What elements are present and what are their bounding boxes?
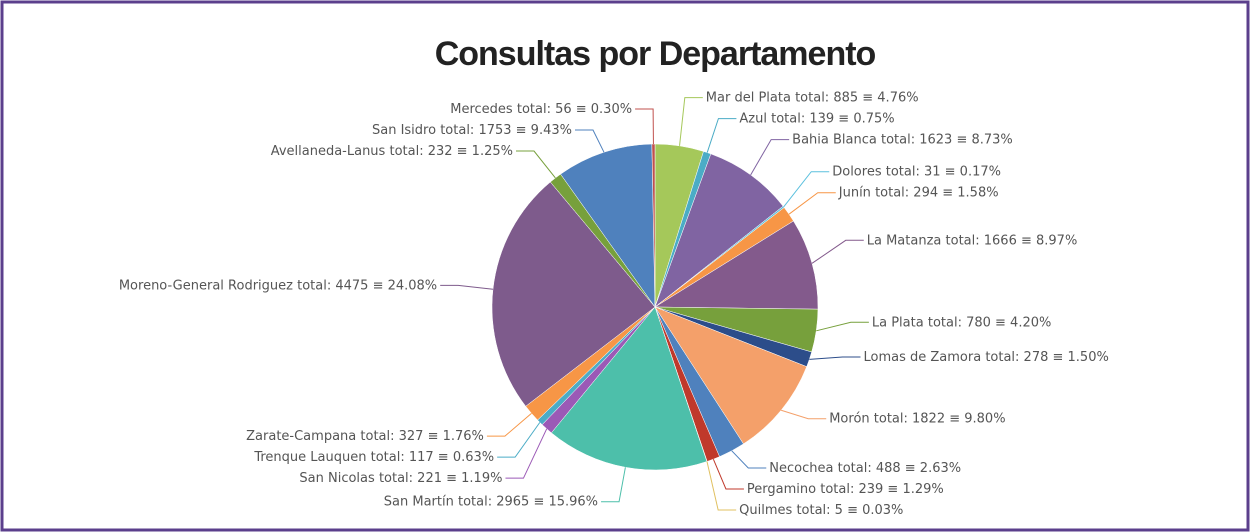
label-value: total: 1666 ≡ 8.97%: [946, 233, 1078, 248]
data-label: Quilmes total: 5 ≡ 0.03%: [739, 503, 903, 518]
leader-line: [515, 150, 556, 179]
data-label: Dolores total: 31 ≡ 0.17%: [832, 164, 1001, 179]
label-category: Quilmes: [739, 503, 792, 518]
label-category: Avellaneda-Lanus: [271, 144, 386, 159]
leader-line: [486, 412, 532, 437]
data-label: Necochea total: 488 ≡ 2.63%: [769, 461, 961, 476]
label-category: Mar del Plata: [706, 90, 791, 105]
label-value: total: 221 ≡ 1.19%: [379, 471, 503, 486]
leader-line: [750, 139, 790, 176]
label-value: total: 232 ≡ 1.25%: [389, 144, 513, 159]
label-value: total: 139 ≡ 0.75%: [771, 111, 895, 126]
data-label: Trenque Lauquen total: 117 ≡ 0.63%: [253, 450, 494, 465]
label-value: total: 885 ≡ 4.76%: [795, 90, 919, 105]
pie-slice: [654, 153, 784, 308]
label-category: Lomas de Zamora: [863, 349, 981, 364]
label-category: Trenque Lauquen: [253, 450, 366, 465]
chart-title: Consultas por Departamento: [435, 35, 876, 73]
leader-line: [731, 450, 767, 469]
label-category: La Matanza: [867, 233, 942, 248]
label-category: Bahia Blanca: [792, 132, 877, 147]
label-value: total: 4475 ≡ 24.08%: [297, 278, 437, 293]
label-category: San Isidro: [372, 123, 436, 138]
label-category: Junín: [838, 185, 871, 200]
pie-slice: [651, 143, 656, 308]
data-label: Mercedes total: 56 ≡ 0.30%: [450, 102, 632, 117]
leader-line: [601, 467, 626, 503]
data-label: Moreno-General Rodriguez total: 4475 ≡ 2…: [119, 278, 437, 293]
data-label: Junín total: 294 ≡ 1.58%: [838, 185, 999, 200]
data-label: Bahia Blanca total: 1623 ≡ 8.73%: [792, 132, 1013, 147]
leader-line: [706, 461, 737, 511]
leader-line: [788, 192, 836, 215]
label-value: total: 488 ≡ 2.63%: [838, 461, 962, 476]
label-value: total: 31 ≡ 0.17%: [886, 164, 1001, 179]
leader-line: [635, 108, 654, 145]
label-category: Azul: [739, 111, 767, 126]
leader-line: [505, 428, 548, 479]
leader-line: [440, 284, 494, 290]
data-label: Zarate-Campana total: 327 ≡ 1.76%: [246, 429, 484, 444]
data-label: Mar del Plata total: 885 ≡ 4.76%: [706, 90, 919, 105]
data-label: San Isidro total: 1753 ≡ 9.43%: [372, 123, 572, 138]
data-label: La Matanza total: 1666 ≡ 8.97%: [867, 233, 1078, 248]
pie-slice: [491, 181, 656, 407]
label-value: total: 1753 ≡ 9.43%: [440, 123, 572, 138]
label-category: Mercedes: [450, 102, 513, 117]
leader-line: [783, 171, 830, 208]
data-label: Azul total: 139 ≡ 0.75%: [739, 111, 894, 126]
data-label: La Plata total: 780 ≡ 4.20%: [872, 315, 1051, 330]
label-category: Dolores: [832, 164, 882, 179]
data-label: San Nicolas total: 221 ≡ 1.19%: [299, 471, 502, 486]
label-category: Moreno-General Rodriguez: [119, 278, 293, 293]
data-label: Pergamino total: 239 ≡ 1.29%: [747, 482, 944, 497]
label-category: San Martín: [384, 494, 454, 509]
label-value: total: 117 ≡ 0.63%: [371, 450, 495, 465]
pie-slice: [551, 306, 708, 471]
label-value: total: 294 ≡ 1.58%: [875, 185, 999, 200]
label-value: total: 239 ≡ 1.29%: [820, 482, 944, 497]
label-value: total: 2965 ≡ 15.96%: [458, 494, 598, 509]
leader-line: [574, 129, 605, 153]
leader-line: [706, 118, 737, 153]
pie-slice: [654, 220, 819, 310]
label-value: total: 278 ≡ 1.50%: [985, 349, 1109, 364]
leader-line: [809, 356, 861, 360]
label-value: total: 56 ≡ 0.30%: [517, 102, 632, 117]
label-category: Morón: [829, 411, 869, 426]
label-category: Pergamino: [747, 482, 816, 497]
label-category: San Nicolas: [299, 471, 375, 486]
leader-line: [679, 97, 703, 146]
data-label: Morón total: 1822 ≡ 9.80%: [829, 411, 1005, 426]
leader-line: [780, 409, 827, 420]
label-category: Zarate-Campana: [246, 429, 356, 444]
label-value: total: 5 ≡ 0.03%: [796, 503, 903, 518]
data-label: San Martín total: 2965 ≡ 15.96%: [384, 494, 598, 509]
leader-line: [811, 239, 864, 264]
label-value: total: 327 ≡ 1.76%: [360, 429, 484, 444]
leader-line: [712, 458, 744, 490]
label-category: La Plata: [872, 315, 924, 330]
data-label: Lomas de Zamora total: 278 ≡ 1.50%: [863, 349, 1108, 364]
leader-line: [816, 321, 869, 332]
label-value: total: 1623 ≡ 8.73%: [881, 132, 1013, 147]
label-value: total: 780 ≡ 4.20%: [928, 315, 1052, 330]
label-value: total: 1822 ≡ 9.80%: [874, 411, 1006, 426]
data-label: Avellaneda-Lanus total: 232 ≡ 1.25%: [271, 144, 513, 159]
leader-line: [497, 422, 541, 458]
label-category: Necochea: [769, 461, 833, 476]
